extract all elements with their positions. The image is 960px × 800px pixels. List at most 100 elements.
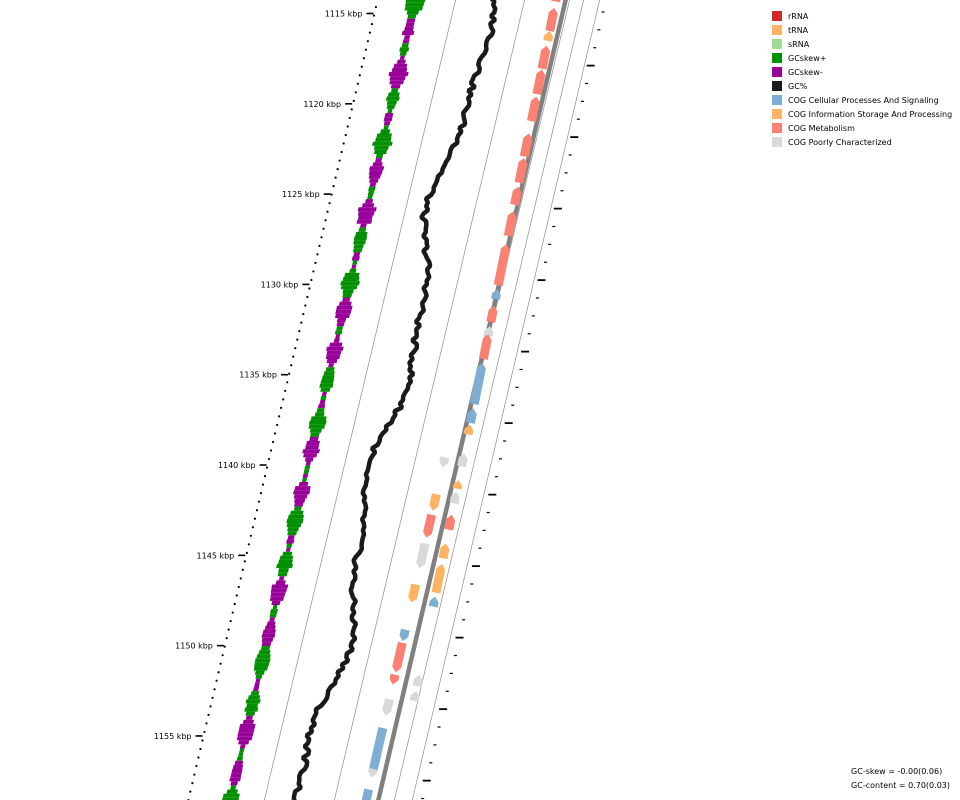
cog-metabolism-feature-arrow: [545, 8, 558, 32]
gcskew-negative-segment: [383, 117, 393, 122]
gcskew-positive-segment: [321, 375, 335, 380]
gcskew-positive-segment: [276, 564, 293, 569]
gcskew-negative-segment: [372, 162, 383, 167]
gcskew-positive-segment: [301, 477, 308, 482]
ruler-dot: [276, 423, 279, 427]
cog-cellular-feature-arrow: [465, 408, 477, 424]
gcskew-positive-segment: [245, 711, 256, 716]
gcskew-negative-segment: [252, 687, 260, 692]
ruler-dot: [300, 321, 303, 324]
gcskew-negative-segment: [402, 39, 410, 44]
gcskew-negative-segment: [255, 678, 261, 683]
kbp-tick-label: 1130 kbp: [261, 280, 299, 289]
legend-label: GCskew-: [788, 67, 823, 77]
gcskew-negative-segment: [389, 80, 404, 85]
legend-swatch: [772, 11, 782, 21]
gcskew-positive-segment: [230, 785, 237, 790]
gcskew-positive-segment: [287, 514, 305, 519]
gcskew-positive-segment: [287, 527, 300, 532]
cog-metabolism-feature-arrow: [392, 641, 407, 673]
legend-swatch: [772, 39, 782, 49]
gcskew-negative-segment: [254, 682, 260, 687]
ruler-dot: [241, 568, 244, 572]
gcskew-positive-segment: [336, 326, 344, 331]
gcskew-positive-segment: [314, 412, 325, 417]
kbp-tick-label: 1140 kbp: [218, 461, 256, 470]
ruler-dot: [249, 534, 252, 537]
legend-item-srna: sRNA: [772, 37, 952, 51]
gcskew-negative-segment: [237, 732, 254, 737]
ruler-dot: [191, 782, 194, 785]
cog-metabolism-feature-arrow: [514, 158, 528, 184]
gcskew-positive-segment: [286, 523, 302, 528]
gcskew-negative-segment: [266, 621, 276, 626]
gcskew-positive-segment: [304, 465, 311, 470]
ruler-dot: [286, 381, 289, 384]
ruler-dot: [330, 193, 333, 196]
ruler-dot: [360, 65, 363, 68]
ruler-dot: [201, 739, 204, 742]
cog-cellular-feature-arrow: [399, 628, 410, 642]
gcskew-positive-segment: [334, 330, 343, 335]
gcskew-negative-segment: [239, 744, 246, 749]
ruler-dot: [332, 185, 335, 188]
ruler-dot: [314, 261, 317, 264]
legend-swatch: [772, 137, 782, 147]
gcskew-negative-segment: [245, 715, 253, 720]
cog-poorly-feature-arrow: [382, 698, 394, 716]
gcskew-negative-segment: [396, 59, 406, 64]
gcskew-negative-segment: [305, 445, 320, 450]
gcskew-negative-segment: [393, 63, 408, 68]
gcskew-negative-segment: [264, 625, 276, 630]
gcskew-negative-segment: [368, 174, 381, 179]
kbp-tick-label: 1150 kbp: [175, 642, 213, 651]
gcskew-negative-segment: [303, 453, 318, 458]
gcskew-negative-segment: [321, 391, 328, 396]
ruler-dot: [320, 236, 323, 239]
gcskew-positive-segment: [247, 695, 261, 700]
gcskew-negative-segment: [356, 219, 373, 224]
gcskew-positive-segment: [387, 92, 400, 97]
ruler-dot: [229, 619, 232, 623]
gcskew-positive-segment: [376, 133, 393, 138]
ruler-dot: [308, 287, 311, 290]
gcskew-negative-segment: [239, 723, 256, 728]
ruler-dot: [290, 364, 293, 367]
gcskew-positive-segment: [372, 141, 393, 146]
gcskew-positive-segment: [383, 125, 389, 130]
gcskew-positive-segment: [385, 96, 400, 101]
cog-poorly-feature-arrow: [439, 456, 450, 468]
gcskew-negative-segment: [399, 55, 405, 60]
gcskew-negative-segment: [401, 31, 415, 36]
gcskew-negative-segment: [335, 309, 352, 314]
legend-swatch: [772, 123, 782, 133]
gcskew-positive-segment: [407, 14, 417, 19]
gcskew-positive-segment: [373, 149, 388, 154]
gcskew-positive-segment: [390, 88, 399, 93]
ruler-dot: [217, 671, 220, 674]
gcskew-negative-segment: [302, 449, 321, 454]
gcskew-negative-segment: [334, 313, 350, 318]
cog-cellular-feature-arrow: [368, 727, 388, 778]
ruler-dot: [263, 474, 267, 478]
legend-item-cog-metabolism: COG Metabolism: [772, 121, 952, 135]
gcskew-positive-segment: [342, 277, 360, 282]
ruler-dot: [298, 330, 301, 333]
gcskew-negative-segment: [236, 736, 253, 741]
ruler-dot: [358, 74, 361, 77]
gcskew-positive-segment: [340, 281, 360, 286]
gcskew-negative-segment: [357, 211, 375, 216]
ruler-dot: [205, 722, 208, 725]
gcskew-negative-segment: [285, 547, 291, 552]
ruler-dot: [304, 304, 307, 307]
ruler-dot: [261, 483, 265, 486]
gcskew-positive-segment: [250, 691, 260, 696]
gcskew-positive-segment: [342, 289, 354, 294]
ruler-dot: [237, 585, 240, 589]
ruler-dot: [342, 142, 345, 145]
cog-cellular-feature-arrow: [491, 289, 501, 300]
ruler-dot: [233, 602, 236, 606]
ruler-dot: [364, 48, 367, 51]
gcskew-negative-segment: [326, 346, 344, 351]
gcskew-negative-segment: [278, 576, 285, 581]
